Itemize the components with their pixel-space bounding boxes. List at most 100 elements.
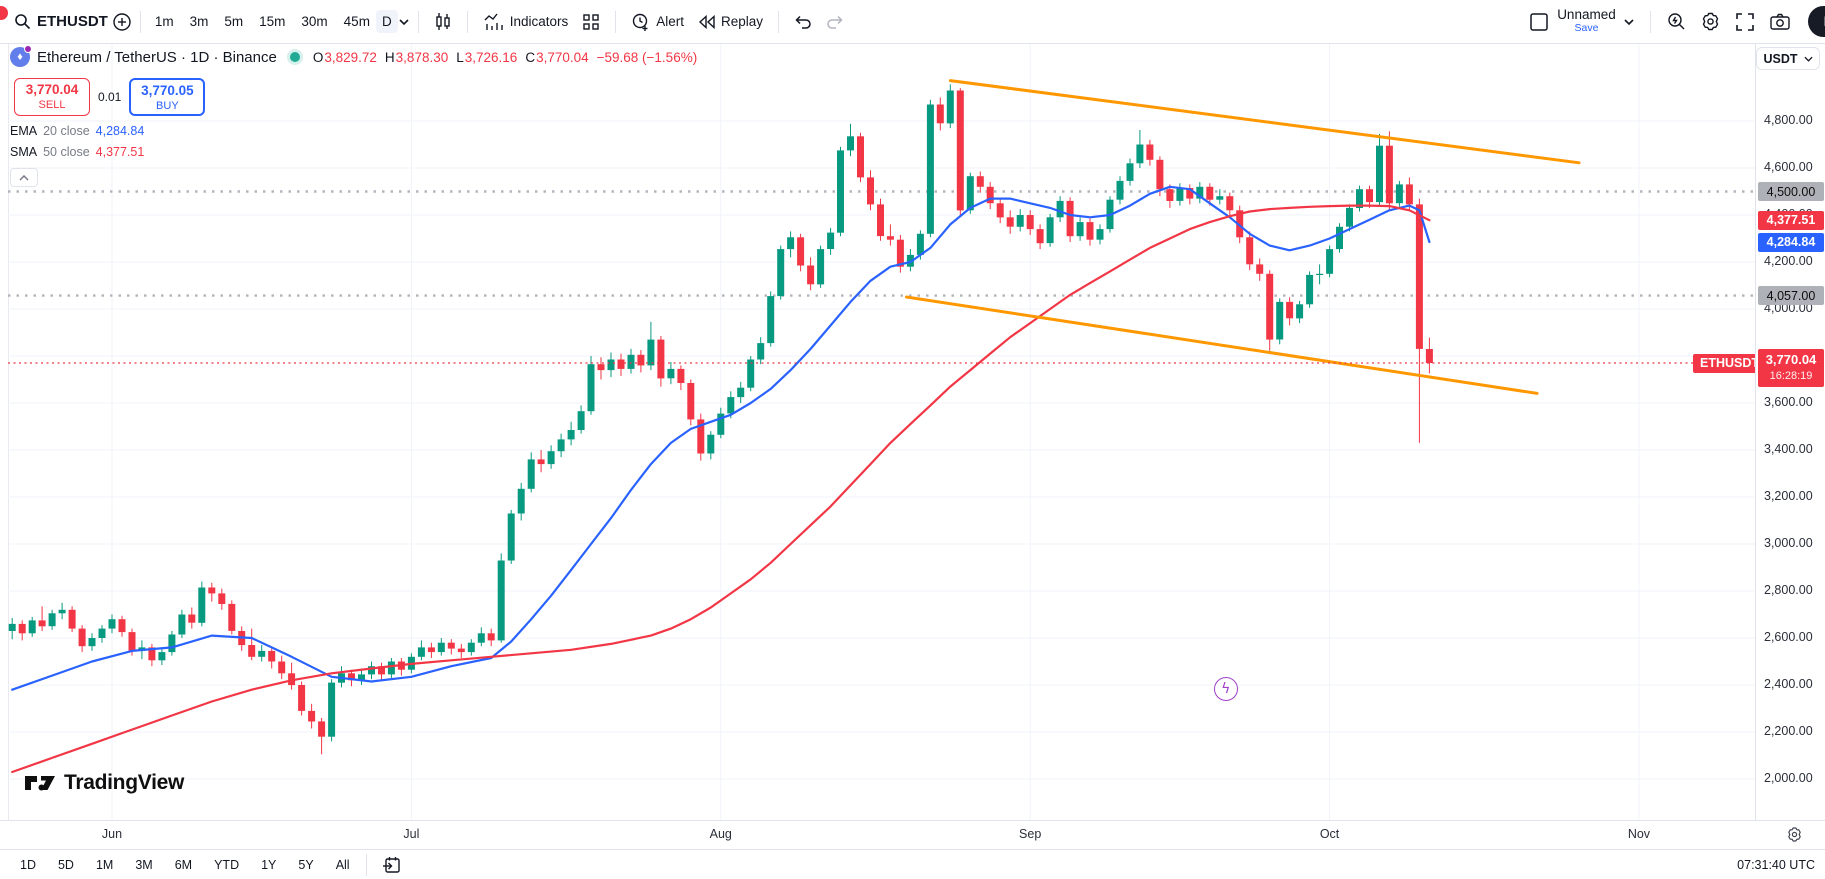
search-icon[interactable] — [14, 13, 31, 30]
interval-30m[interactable]: 30m — [301, 14, 328, 29]
interval-chevron-down-icon[interactable] — [398, 18, 410, 26]
notification-dot — [0, 6, 8, 20]
price-axis[interactable]: 4,800.004,600.004,400.004,200.004,000.00… — [1755, 44, 1825, 820]
close-value: 3,770.04 — [536, 49, 589, 65]
low-label: L — [456, 49, 464, 65]
buy-button[interactable]: 3,770.05 BUY — [129, 78, 206, 116]
indicator-row-sma[interactable]: SMA 50 close 4,377.51 — [10, 141, 697, 162]
range-5y[interactable]: 5Y — [298, 857, 314, 872]
publish-button[interactable]: Pu — [1807, 6, 1825, 37]
time-tick-jul: Jul — [403, 827, 420, 841]
fullscreen-icon[interactable] — [1728, 8, 1762, 36]
price-tick: 3,400.00 — [1764, 442, 1813, 456]
legend-collapse-button[interactable] — [10, 168, 38, 187]
range-1d[interactable]: 1D — [20, 857, 36, 872]
utc-clock[interactable]: 07:31:40 UTC — [1737, 857, 1815, 872]
sell-label: SELL — [38, 98, 66, 111]
replay-button[interactable]: Replay — [691, 10, 770, 33]
layout-save-control[interactable]: Unnamed Save — [1557, 7, 1616, 35]
plot-left-border — [8, 44, 9, 820]
market-status-icon[interactable] — [289, 52, 300, 62]
layout-chevron-down-icon[interactable] — [1616, 14, 1642, 30]
time-axis[interactable]: Jun Jul Aug Sep Oct Nov — [0, 820, 1825, 849]
layout-select-icon[interactable] — [1521, 7, 1557, 37]
trade-panel: 3,770.04 SELL 0.01 3,770.05 BUY — [14, 78, 697, 116]
sma-value: 4,377.51 — [95, 144, 145, 159]
time-tick-nov: Nov — [1627, 827, 1651, 841]
bar-countdown: 16:28:19 — [1769, 369, 1813, 382]
lightning-marker-icon[interactable]: ϟ — [1213, 676, 1238, 701]
tradingview-watermark[interactable]: TradingView — [24, 771, 184, 795]
range-1m[interactable]: 1M — [95, 857, 114, 872]
symbol-search-button[interactable]: ETHUSDT — [37, 13, 108, 30]
toolbar-separator — [139, 10, 141, 33]
price-tick: 4,600.00 — [1764, 160, 1813, 174]
indicators-label: Indicators — [509, 14, 569, 29]
replay-label: Replay — [720, 14, 764, 29]
toolbar-separator — [417, 10, 419, 33]
chevron-up-icon — [19, 174, 29, 181]
quick-search-icon[interactable] — [1659, 8, 1693, 36]
toolbar-separator — [778, 10, 780, 33]
range-all[interactable]: All — [335, 857, 350, 872]
low-value: 3,726.16 — [464, 49, 518, 65]
range-ytd[interactable]: YTD — [214, 857, 240, 872]
chart-style-icon[interactable] — [427, 8, 459, 36]
indicators-button[interactable]: Indicators — [476, 8, 576, 36]
open-label: O — [312, 49, 324, 65]
interval-45m[interactable]: 45m — [343, 14, 370, 29]
ohlc-values: O3,829.72 H3,878.30 L3,726.16 C3,770.04 … — [313, 50, 697, 65]
interval-3m[interactable]: 3m — [189, 14, 209, 29]
alert-label: Alert — [656, 14, 684, 29]
currency-dropdown[interactable]: USDT — [1756, 47, 1820, 70]
alert-button[interactable]: Alert — [624, 8, 691, 36]
price-tick: 3,200.00 — [1764, 489, 1813, 503]
symbol-info-row: ♦ Ethereum / TetherUS · 1D · Binance O3,… — [10, 44, 697, 70]
interval-group: 1m 3m 5m 15m 30m 45m — [149, 10, 376, 33]
ema-params: 20 close — [43, 123, 90, 138]
price-tick: 3,600.00 — [1764, 395, 1813, 409]
change-value: −59.68 (−1.56%) — [596, 49, 698, 65]
toolbar-separator — [466, 10, 468, 33]
chart-legend: ♦ Ethereum / TetherUS · 1D · Binance O3,… — [10, 44, 697, 187]
buy-price: 3,770.05 — [141, 83, 194, 98]
save-button[interactable]: Save — [1574, 22, 1599, 35]
toolbar-right-group: Unnamed Save — [1521, 6, 1825, 37]
toolbar-separator — [615, 10, 617, 33]
time-tick-aug: Aug — [709, 827, 732, 841]
bottom-toolbar: 1D 5D 1M 3M 6M YTD 1Y 5Y All 07:31:40 UTC — [0, 849, 1825, 879]
range-5d[interactable]: 5D — [57, 857, 74, 872]
indicator-templates-icon[interactable] — [575, 9, 607, 35]
snapshot-camera-icon[interactable] — [1762, 8, 1798, 36]
interval-15m[interactable]: 15m — [259, 14, 286, 29]
redo-icon[interactable] — [819, 11, 851, 33]
undo-icon[interactable] — [787, 11, 819, 33]
price-badge-blue: 4,284.84 — [1758, 232, 1824, 252]
sma-name: SMA — [10, 144, 38, 159]
settings-gear-icon[interactable] — [1693, 7, 1728, 36]
range-6m[interactable]: 6M — [174, 857, 193, 872]
interval-selected[interactable]: D — [375, 10, 398, 33]
range-1y[interactable]: 1Y — [261, 857, 277, 872]
toolbar-separator — [365, 853, 367, 876]
price-tick: 4,800.00 — [1764, 113, 1813, 127]
logo-notification-dot — [24, 45, 32, 53]
date-range-group: 1D 5D 1M 3M 6M YTD 1Y 5Y All — [12, 855, 358, 875]
currency-label: USDT — [1763, 51, 1798, 66]
indicators-icon — [483, 12, 505, 32]
go-to-date-calendar-icon[interactable] — [375, 852, 408, 878]
compare-add-icon[interactable] — [112, 12, 132, 32]
axis-settings-gear-icon[interactable] — [1786, 826, 1803, 848]
sell-price: 3,770.04 — [25, 82, 79, 97]
range-3m[interactable]: 3M — [135, 857, 153, 872]
indicator-row-ema[interactable]: EMA 20 close 4,284.84 — [10, 120, 697, 141]
time-tick-oct: Oct — [1319, 827, 1340, 841]
interval-1m[interactable]: 1m — [154, 14, 174, 29]
symbol-title[interactable]: Ethereum / TetherUS · 1D · Binance — [37, 48, 277, 66]
sell-button[interactable]: 3,770.04 SELL — [14, 78, 90, 116]
layout-name[interactable]: Unnamed — [1557, 7, 1616, 23]
interval-5m[interactable]: 5m — [224, 14, 244, 29]
watermark-text: TradingView — [64, 771, 185, 794]
